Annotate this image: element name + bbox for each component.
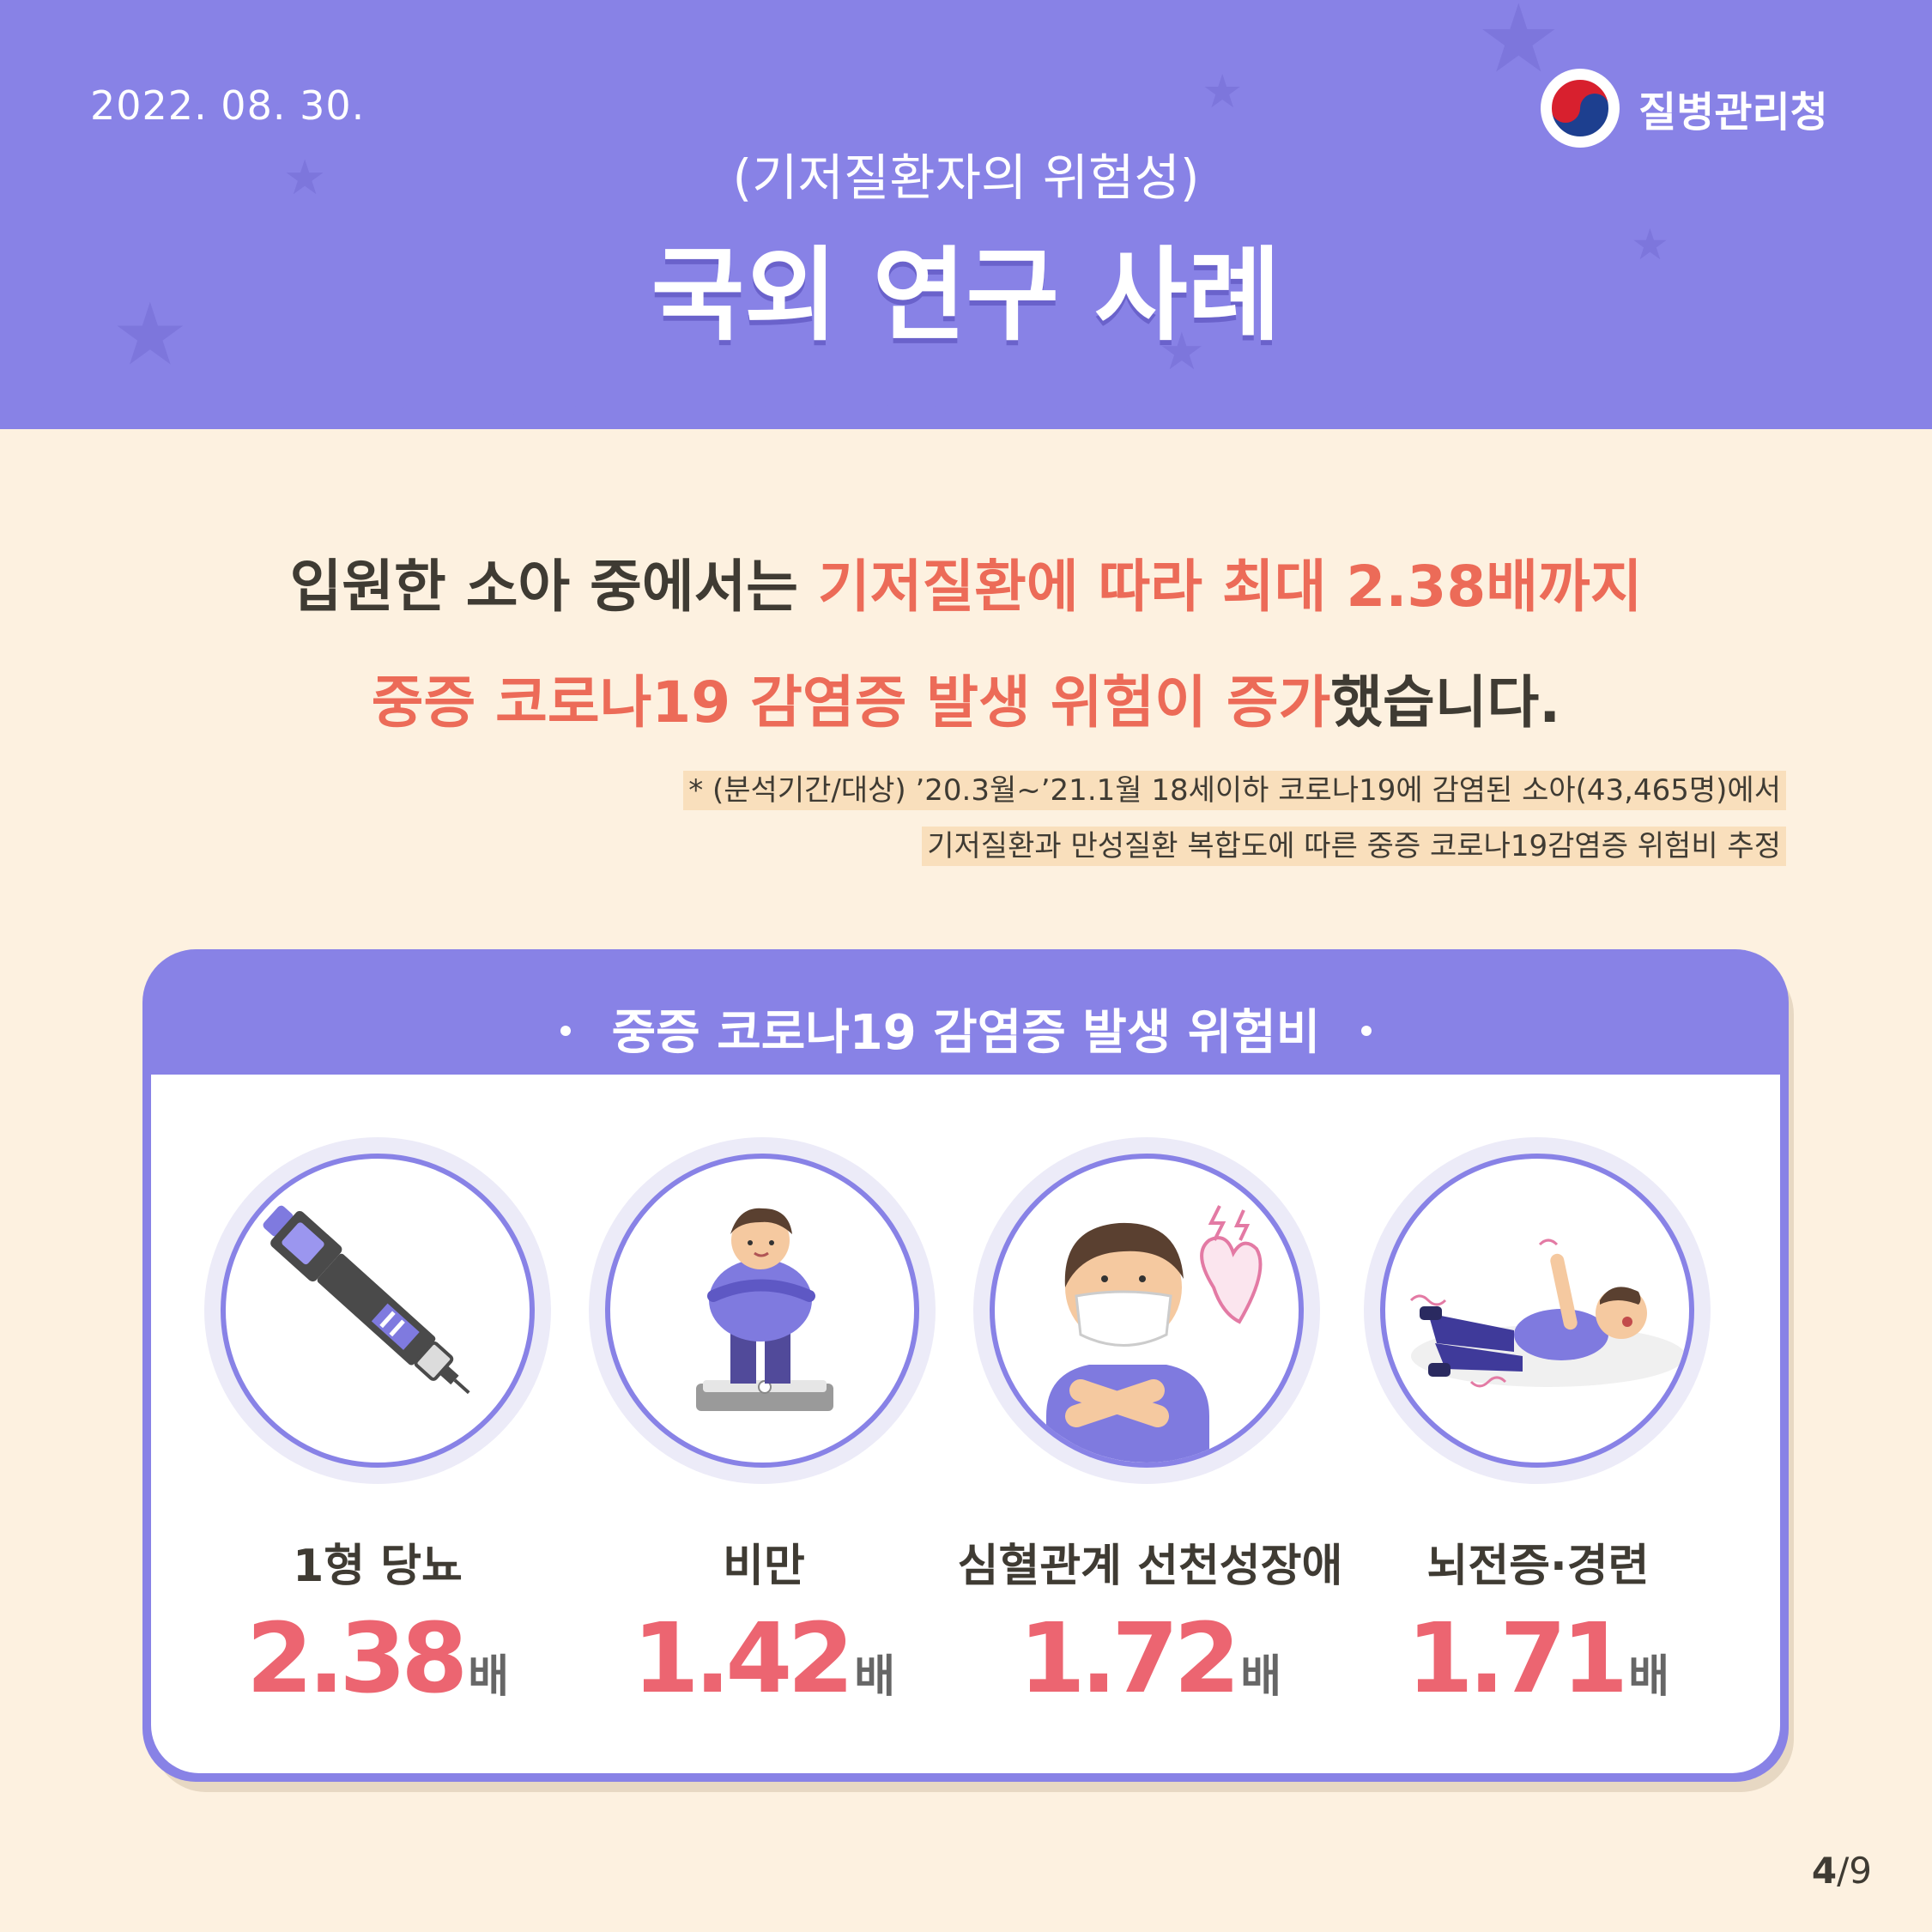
bullet-dot-icon	[1361, 1025, 1372, 1036]
insulin-pen-icon	[263, 1205, 470, 1395]
headline-plain-text: 했습니다.	[1330, 669, 1561, 736]
obese-child-scale-icon	[696, 1208, 833, 1411]
star-decoration-icon: ★	[1202, 64, 1244, 118]
risk-value: 1.42 배	[558, 1603, 970, 1715]
risk-value: 1.72 배	[944, 1603, 1356, 1715]
risk-value: 1.71 배	[1332, 1603, 1744, 1715]
footnote-line-2: 기저질환과 만성질환 복합도에 따른 중증 코로나19감염증 위험비 추정	[922, 822, 1786, 866]
condition-label: 뇌전증·경련	[1426, 1541, 1650, 1592]
risk-ratio-number: 1.72	[1018, 1603, 1240, 1715]
publish-date: 2022. 08. 30.	[90, 82, 366, 129]
risk-ratio-number: 2.38	[245, 1603, 468, 1715]
kdca-logo: 질병관리청	[1541, 69, 1828, 148]
page-indicator: 4/9	[1812, 1850, 1872, 1892]
headline-line-1: 입원한 소아 중에서는 기저질환에 따라 최대 2.38배까지	[0, 541, 1932, 623]
footnote-line-1: * (분석기간/대상) ’20.3월~’21.1월 18세이하 코로나19에 감…	[683, 766, 1786, 810]
headline-line-2: 중증 코로나19 감염증 발생 위험이 증가했습니다.	[0, 657, 1932, 739]
circle-frame	[973, 1137, 1320, 1484]
star-decoration-icon: ★	[1476, 0, 1561, 94]
bullet-dot-icon	[560, 1025, 571, 1036]
condition-label: 비만	[723, 1541, 805, 1592]
illustration-circle	[1380, 1154, 1694, 1468]
header-banner: ★ ★ ★ ★ ★ ★	[0, 0, 1932, 429]
page-total: /9	[1837, 1850, 1872, 1892]
risk-ratio-number: 1.42	[632, 1603, 854, 1715]
illustration-circle	[221, 1154, 535, 1468]
taegeuk-logo-icon	[1541, 69, 1620, 148]
circle-frame	[1364, 1137, 1711, 1484]
seizure-icon	[1409, 1239, 1686, 1388]
headline-plain-text: 입원한 소아 중에서는	[289, 554, 818, 620]
risk-ratio-unit: 배	[1628, 1651, 1670, 1703]
star-decoration-icon: ★	[1159, 322, 1205, 382]
risk-ratio-number: 1.71	[1406, 1603, 1628, 1715]
circle-frame	[589, 1137, 936, 1484]
illustration-circle	[605, 1154, 919, 1468]
page-title: 국외 연구 사례	[651, 236, 1281, 354]
risk-ratio-unit: 배	[854, 1651, 896, 1703]
risk-value: 2.38 배	[172, 1603, 584, 1715]
star-decoration-icon: ★	[283, 150, 327, 206]
risk-ratio-unit: 배	[468, 1651, 510, 1703]
logo-text: 질병관리청	[1638, 88, 1828, 136]
star-decoration-icon: ★	[112, 284, 189, 385]
headline-highlight-text: 중증 코로나19 감염증 발생 위험이 증가	[371, 669, 1331, 736]
condition-label: 1형 당뇨	[293, 1541, 463, 1592]
circle-frame	[204, 1137, 551, 1484]
header-wave-edge	[0, 378, 1932, 421]
illustration-circle	[990, 1154, 1304, 1468]
page-subtitle: (기저질환자의 위험성)	[732, 148, 1200, 207]
star-decoration-icon: ★	[1631, 220, 1669, 270]
card-title: 중증 코로나19 감염증 발생 위험비	[0, 994, 1932, 1063]
risk-ratio-unit: 배	[1240, 1651, 1282, 1703]
page-current: 4	[1811, 1850, 1838, 1892]
condition-label: 심혈관계 선천성장애	[957, 1541, 1343, 1592]
heart-condition-icon	[1046, 1205, 1263, 1463]
headline-highlight-text: 기저질환에 따라 최대 2.38배까지	[818, 554, 1643, 620]
